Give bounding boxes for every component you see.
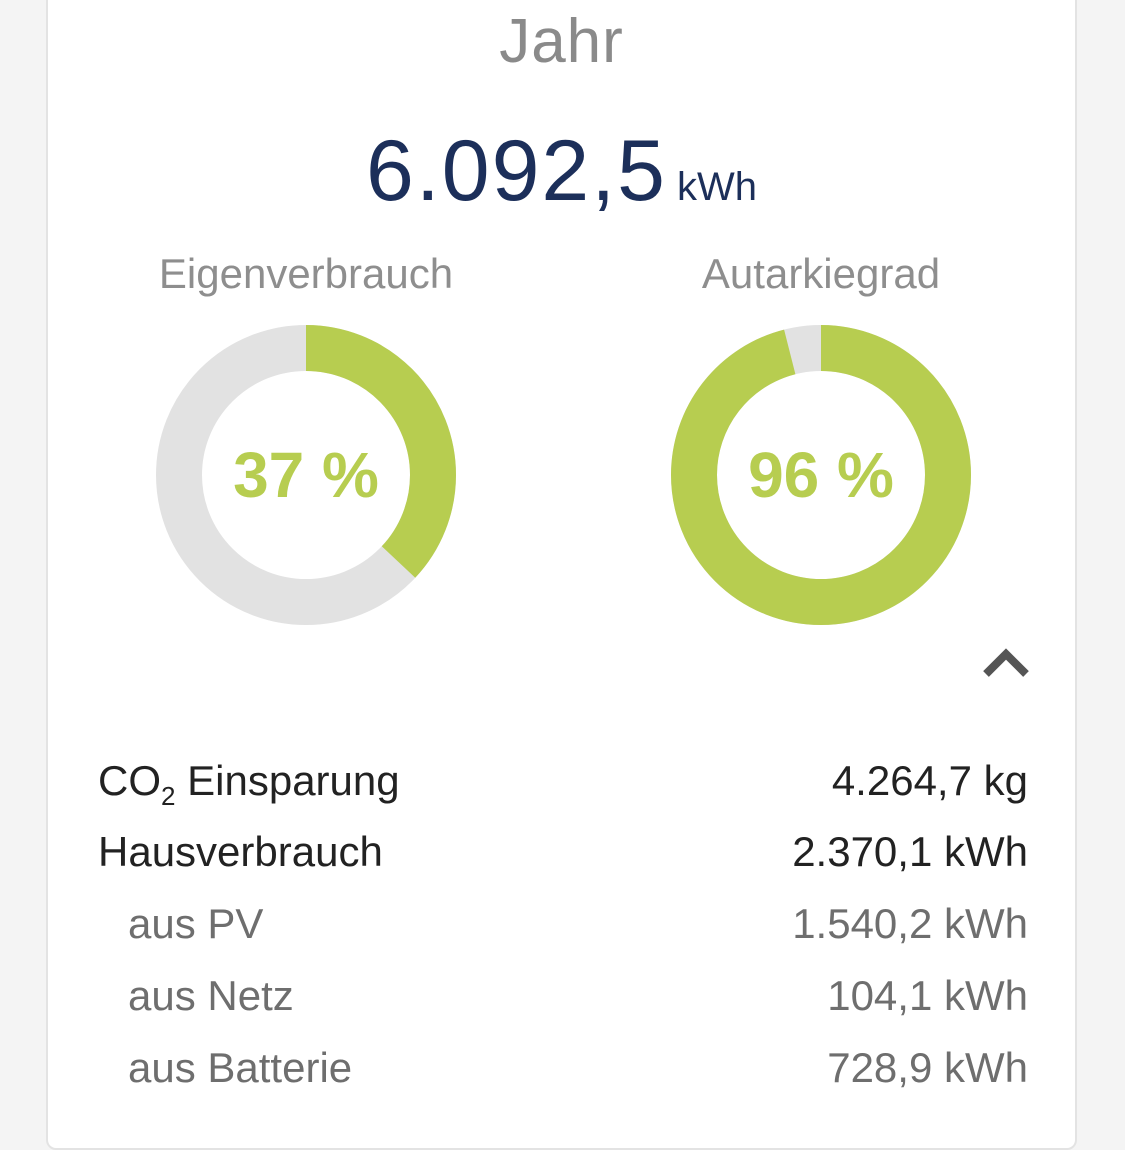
house-consumption-value: 2.370,1 kWh [792,828,1028,875]
autarky-donut: 96 % [671,325,971,625]
co2-savings-row: CO2 Einsparung 4.264,7 kg [98,757,1028,813]
donut-value-arc [671,325,971,625]
self-consumption-chart [156,325,456,625]
total-energy-unit: kWh [676,165,757,209]
self-consumption-donut: 37 % [156,325,456,625]
from-grid-value: 104,1 kWh [827,972,1028,1019]
co2-label-prefix: CO [98,757,161,804]
year-summary-card: Jahr 6.092,5 kWh Eigenverbrauch 37 % Auta… [46,0,1077,1150]
house-consumption-row: Hausverbrauch 2.370,1 kWh [98,828,1028,884]
total-energy: 6.092,5 kWh [48,122,1075,221]
from-battery-row: aus Batterie 728,9 kWh [98,1044,1028,1100]
total-energy-value: 6.092,5 [366,123,667,219]
autarky-title: Autarkiegrad [701,250,941,297]
from-battery-label: aus Batterie [128,1044,353,1091]
co2-savings-value: 4.264,7 kg [831,757,1028,804]
self-consumption-percent: 37 % [233,439,379,511]
self-consumption-title: Eigenverbrauch [158,250,454,297]
from-pv-value: 1.540,2 kWh [792,900,1028,947]
donut-value-arc [156,325,456,625]
from-grid-label: aus Netz [128,972,294,1019]
co2-label-suffix: Einsparung [175,757,400,804]
co2-label-subscript: 2 [161,781,176,811]
from-pv-label: aus PV [128,900,264,947]
from-grid-row: aus Netz 104,1 kWh [98,972,1028,1028]
period-title: Jahr [499,7,624,76]
autarky-chart [671,325,971,625]
chevron-up-icon[interactable] [978,642,1034,682]
from-pv-row: aus PV 1.540,2 kWh [98,900,1028,956]
co2-savings-label: CO2 Einsparung [98,757,400,811]
from-battery-value: 728,9 kWh [827,1044,1028,1091]
house-consumption-label: Hausverbrauch [98,828,383,875]
autarky-percent: 96 % [748,439,894,511]
